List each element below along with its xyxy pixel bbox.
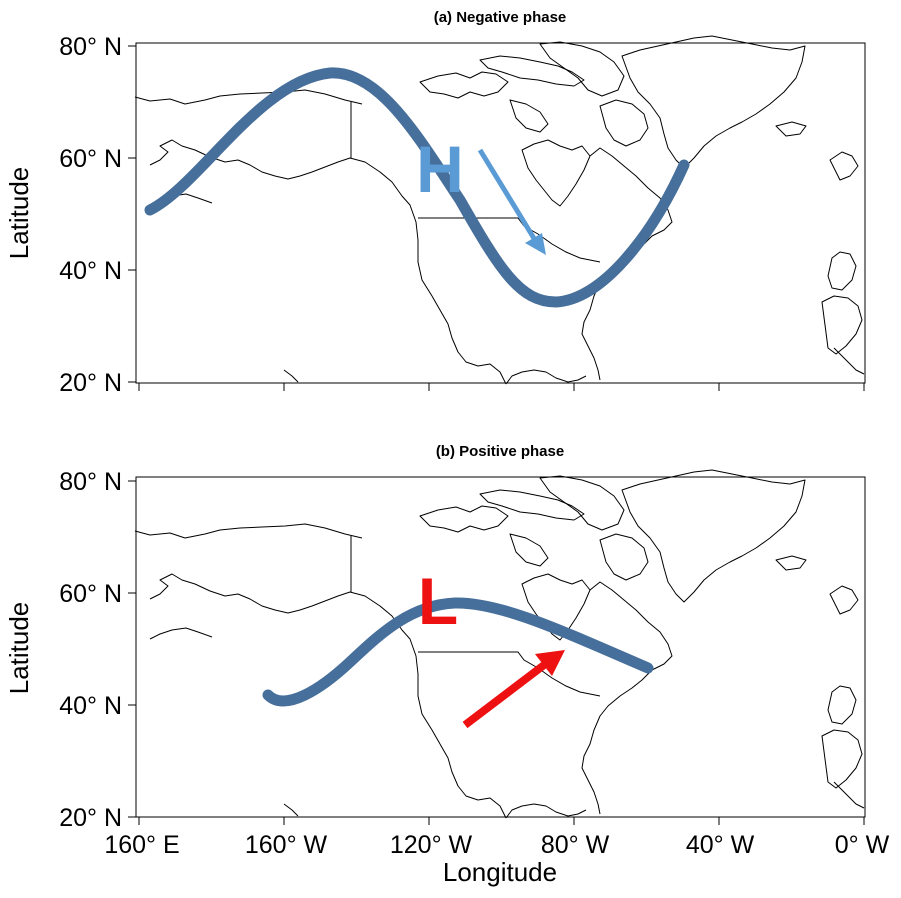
panel-a-arrow	[477, 148, 546, 255]
panel-a-frame	[135, 42, 866, 384]
panel-b-ytick-80: 80° N	[59, 468, 122, 496]
panel-a: (a) Negative phase H 80° N 60° N 40° N 2…	[4, 9, 866, 397]
panel-a-ytick-20: 20° N	[59, 369, 122, 397]
panel-b: (b) Positive phase L 80° N 60° N 40° N 2…	[4, 443, 890, 887]
xtick-120w: 120° W	[390, 831, 473, 859]
panel-b-ytick-40: 40° N	[59, 692, 122, 720]
panel-b-arrow	[462, 650, 565, 729]
panel-a-ytick-80: 80° N	[59, 33, 122, 61]
panel-b-frame	[135, 476, 866, 818]
panel-a-pressure-label: H	[416, 132, 464, 206]
panel-a-y-axis: 80° N 60° N 40° N 20° N Latitude	[4, 33, 136, 397]
panel-a-ytick-60: 60° N	[59, 145, 122, 173]
xtick-0w: 0° W	[835, 831, 890, 859]
panel-a-title: (a) Negative phase	[434, 9, 567, 26]
panel-a-ytick-40: 40° N	[59, 257, 122, 285]
panel-b-ytick-20: 20° N	[59, 804, 122, 832]
x-axis-label: Longitude	[443, 857, 557, 887]
xtick-160w: 160° W	[245, 831, 328, 859]
xtick-160e: 160° E	[104, 831, 179, 859]
panel-a-jet-stream	[144, 67, 690, 308]
panel-a-ylabel: Latitude	[4, 167, 34, 260]
panel-b-y-axis: 80° N 60° N 40° N 20° N Latitude	[4, 468, 136, 832]
panel-b-x-axis: 160° E 160° W 120° W 80° W 40° W 0° W Lo…	[104, 817, 890, 887]
panel-b-title: (b) Positive phase	[436, 443, 564, 460]
panel-b-pressure-label: L	[418, 564, 458, 638]
panel-a-x-axis	[138, 383, 865, 391]
panel-b-jet-stream	[262, 597, 654, 707]
xtick-80w: 80° W	[541, 831, 610, 859]
xtick-40w: 40° W	[686, 831, 755, 859]
panel-b-ytick-60: 60° N	[59, 580, 122, 608]
panel-b-ylabel: Latitude	[4, 602, 34, 695]
